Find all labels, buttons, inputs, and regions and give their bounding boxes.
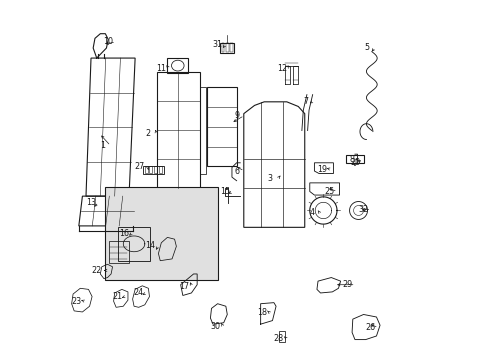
Text: 7: 7 bbox=[302, 96, 307, 105]
Bar bbox=[199, 87, 206, 174]
Text: 32: 32 bbox=[358, 205, 368, 214]
Bar bbox=[345, 155, 364, 163]
Text: 2: 2 bbox=[145, 129, 151, 138]
Text: 8: 8 bbox=[349, 155, 354, 164]
Bar bbox=[118, 226, 149, 261]
Text: 28: 28 bbox=[273, 334, 283, 343]
Text: 21: 21 bbox=[112, 292, 122, 301]
Text: 26: 26 bbox=[365, 323, 375, 332]
Text: 20: 20 bbox=[349, 158, 359, 167]
Text: 31: 31 bbox=[212, 40, 222, 49]
Bar bbox=[143, 166, 164, 174]
Text: 19: 19 bbox=[317, 165, 327, 174]
Bar bbox=[105, 187, 218, 280]
Text: 4: 4 bbox=[309, 208, 314, 217]
Text: 6: 6 bbox=[234, 167, 239, 176]
Bar bbox=[230, 43, 233, 52]
Bar bbox=[221, 43, 224, 52]
Bar bbox=[149, 166, 152, 173]
Text: 30: 30 bbox=[210, 322, 220, 331]
Text: 11: 11 bbox=[156, 64, 166, 73]
Text: 12: 12 bbox=[277, 64, 286, 73]
Text: 14: 14 bbox=[145, 241, 155, 250]
Text: 3: 3 bbox=[267, 174, 272, 183]
Text: 29: 29 bbox=[342, 280, 352, 289]
Text: 5: 5 bbox=[364, 43, 369, 52]
Bar bbox=[154, 166, 157, 173]
Bar bbox=[159, 166, 162, 173]
Text: 27: 27 bbox=[134, 162, 144, 171]
Text: 24: 24 bbox=[133, 288, 143, 297]
Bar bbox=[206, 87, 236, 166]
Bar bbox=[144, 166, 147, 173]
Text: 15: 15 bbox=[219, 187, 229, 196]
Bar bbox=[156, 72, 199, 188]
Bar bbox=[278, 330, 285, 342]
Text: 10: 10 bbox=[103, 37, 113, 46]
Text: 18: 18 bbox=[256, 308, 266, 317]
Text: 23: 23 bbox=[71, 297, 81, 306]
Text: 17: 17 bbox=[179, 282, 189, 291]
Text: 1: 1 bbox=[100, 141, 105, 150]
Bar bbox=[225, 43, 228, 52]
Text: 16: 16 bbox=[119, 229, 129, 238]
Text: 25: 25 bbox=[324, 187, 334, 196]
Text: 13: 13 bbox=[86, 198, 96, 207]
Bar bbox=[167, 58, 188, 73]
Text: 9: 9 bbox=[234, 111, 239, 120]
Text: 22: 22 bbox=[91, 266, 102, 275]
Bar bbox=[220, 42, 234, 53]
Bar bbox=[109, 241, 128, 263]
